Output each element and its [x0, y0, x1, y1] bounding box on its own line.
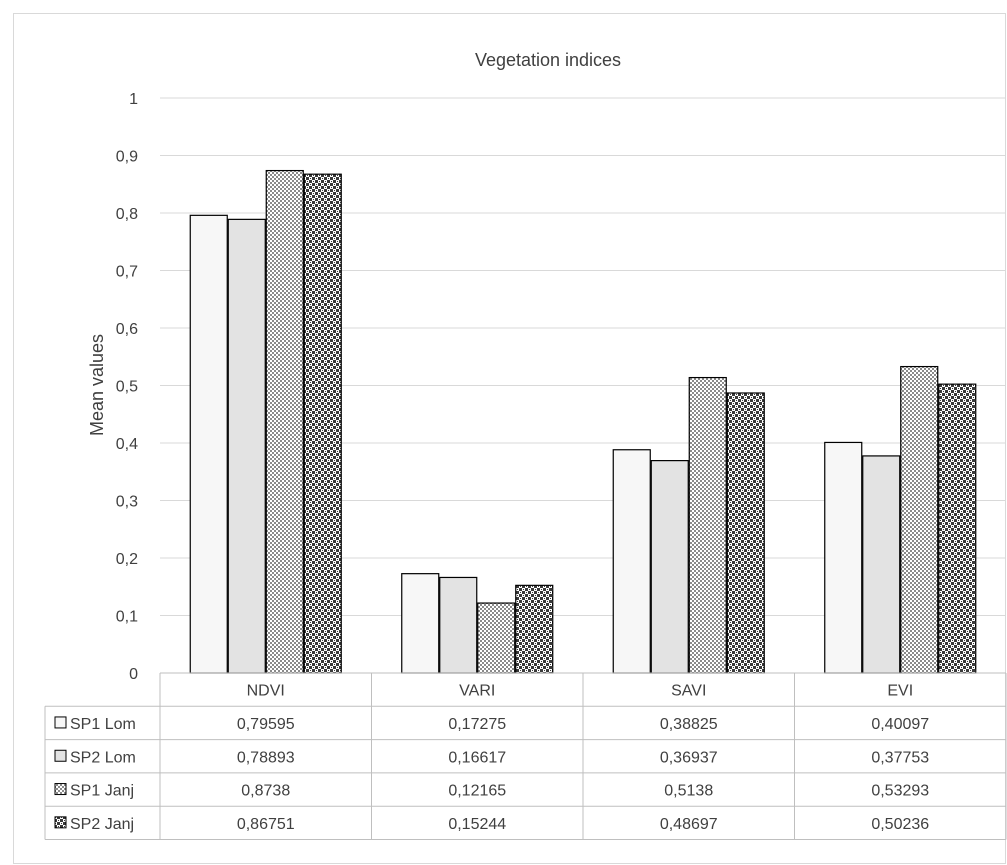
- bar: [189, 214, 228, 674]
- data-value-label: 0,78893: [237, 749, 295, 766]
- bar: [439, 576, 478, 674]
- y-tick-label: 0,5: [116, 379, 138, 396]
- bars: [189, 169, 977, 674]
- y-tick-label: 0: [129, 666, 138, 683]
- data-value-label: 0,12165: [448, 783, 506, 800]
- category-label: EVI: [887, 683, 913, 700]
- y-tick-label: 0,9: [116, 149, 138, 166]
- category-label: VARI: [459, 683, 495, 700]
- bar: [515, 584, 554, 674]
- bar: [824, 441, 863, 674]
- data-value-label: 0,16617: [448, 749, 506, 766]
- legend-key: [54, 716, 67, 729]
- y-tick-label: 0,8: [116, 206, 138, 223]
- y-tick-label: 0,1: [116, 609, 138, 626]
- y-tick-label: 0,2: [116, 551, 138, 568]
- bar: [650, 460, 689, 674]
- y-tick-label: 0,7: [116, 264, 138, 281]
- data-table: NDVI VARI SAVI EVI SP1 Lom 0,79595 0,17275 0,38…: [44, 672, 1007, 840]
- bar: [227, 218, 266, 674]
- legend-label: SP1 Lom: [70, 716, 136, 733]
- data-value-label: 0,79595: [237, 716, 295, 733]
- data-value-label: 0,38825: [660, 716, 718, 733]
- legend-label: SP2 Lom: [70, 749, 136, 766]
- data-value-label: 0,37753: [871, 749, 929, 766]
- category-label: SAVI: [671, 683, 706, 700]
- y-tick-label: 0,6: [116, 321, 138, 338]
- y-tick-label: 0,4: [116, 436, 138, 453]
- bar: [477, 602, 516, 674]
- chart-title: Vegetation indices: [475, 50, 621, 70]
- legend-label: SP1 Janj: [70, 783, 134, 800]
- chart-frame: [13, 13, 1006, 864]
- data-value-label: 0,48697: [660, 816, 718, 833]
- legend-key: [54, 749, 67, 762]
- bar: [726, 392, 765, 674]
- bar: [862, 455, 901, 674]
- bar: [938, 383, 977, 674]
- bar: [612, 449, 651, 674]
- legend-label: SP2 Janj: [70, 816, 134, 833]
- bar: [401, 573, 440, 674]
- y-axis-title: Mean values: [87, 334, 107, 436]
- data-value-label: 0,5138: [664, 783, 713, 800]
- bar: [265, 169, 304, 674]
- bar: [688, 376, 727, 674]
- bar: [303, 173, 342, 674]
- data-value-label: 0,53293: [871, 783, 929, 800]
- data-value-label: 0,15244: [448, 816, 506, 833]
- bar: [900, 365, 939, 674]
- data-value-label: 0,8738: [241, 783, 290, 800]
- y-tick-labels: 0 0,1 0,2 0,3 0,4 0,5 0,6 0,7 0,8 0,9 1: [116, 91, 138, 683]
- data-value-label: 0,50236: [871, 816, 929, 833]
- legend-key: [54, 783, 67, 796]
- data-value-label: 0,36937: [660, 749, 718, 766]
- y-tick-label: 1: [129, 91, 138, 108]
- data-value-label: 0,40097: [871, 716, 929, 733]
- data-value-label: 0,17275: [448, 716, 506, 733]
- category-label: NDVI: [247, 683, 285, 700]
- data-value-label: 0,86751: [237, 816, 295, 833]
- legend-key: [54, 816, 67, 829]
- y-tick-label: 0,3: [116, 494, 138, 511]
